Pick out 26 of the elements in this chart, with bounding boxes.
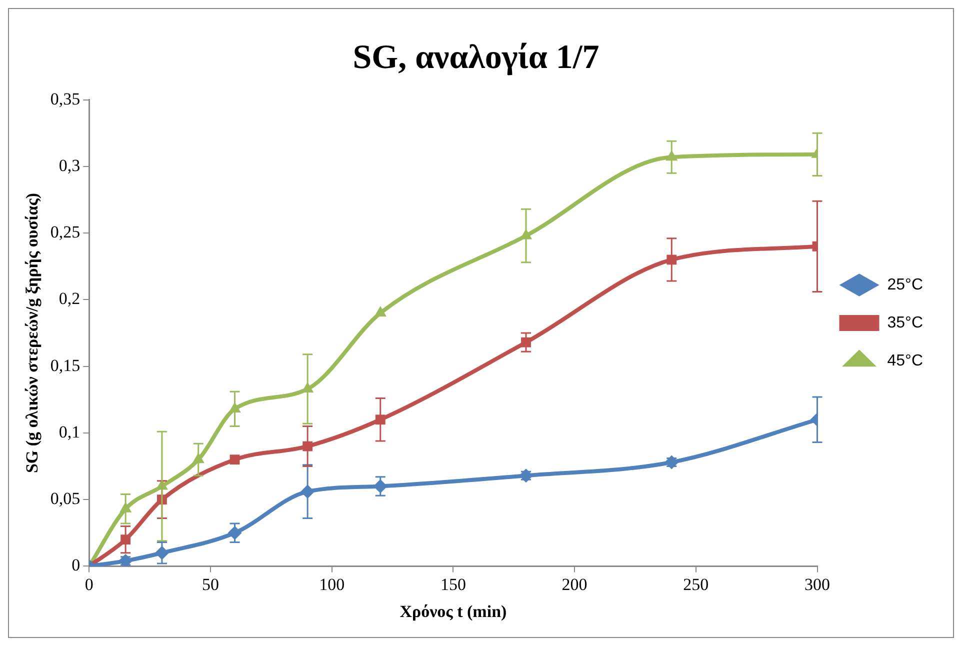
x-tick-label: 200 bbox=[562, 574, 588, 594]
y-tick-label: 0,25 bbox=[50, 222, 80, 242]
y-tick-label: 0,35 bbox=[50, 89, 80, 108]
y-tick-label: 0,15 bbox=[50, 356, 80, 375]
point bbox=[118, 554, 133, 566]
x-tick-label: 250 bbox=[683, 574, 709, 594]
x-tick-label: 150 bbox=[440, 574, 466, 594]
x-tick-label: 300 bbox=[804, 574, 830, 594]
y-tick-label: 0,1 bbox=[58, 422, 80, 442]
x-tick-label: 0 bbox=[84, 574, 94, 594]
y-axis-title: SG (g ολικών στερεών/g ξηρής ουσίας) bbox=[22, 192, 42, 474]
y-tick-label: 0 bbox=[72, 556, 80, 575]
point bbox=[230, 454, 240, 465]
chart-title: SG, αναλογία 1/7 bbox=[352, 39, 600, 76]
x-axis-title: Χρόνος t (min) bbox=[400, 602, 507, 622]
legend-label: 45°C bbox=[887, 352, 923, 370]
point bbox=[519, 468, 534, 483]
point bbox=[374, 306, 386, 317]
legend-label: 35°C bbox=[887, 314, 923, 332]
y-tick-label: 0,2 bbox=[58, 289, 80, 308]
legend-label: 25°C bbox=[887, 276, 923, 294]
y-tick-label: 0,05 bbox=[50, 489, 80, 508]
point bbox=[664, 455, 679, 470]
x-tick-label: 100 bbox=[319, 574, 345, 594]
y-tick-label: 0,3 bbox=[58, 156, 80, 175]
x-tick-label: 50 bbox=[202, 574, 219, 594]
